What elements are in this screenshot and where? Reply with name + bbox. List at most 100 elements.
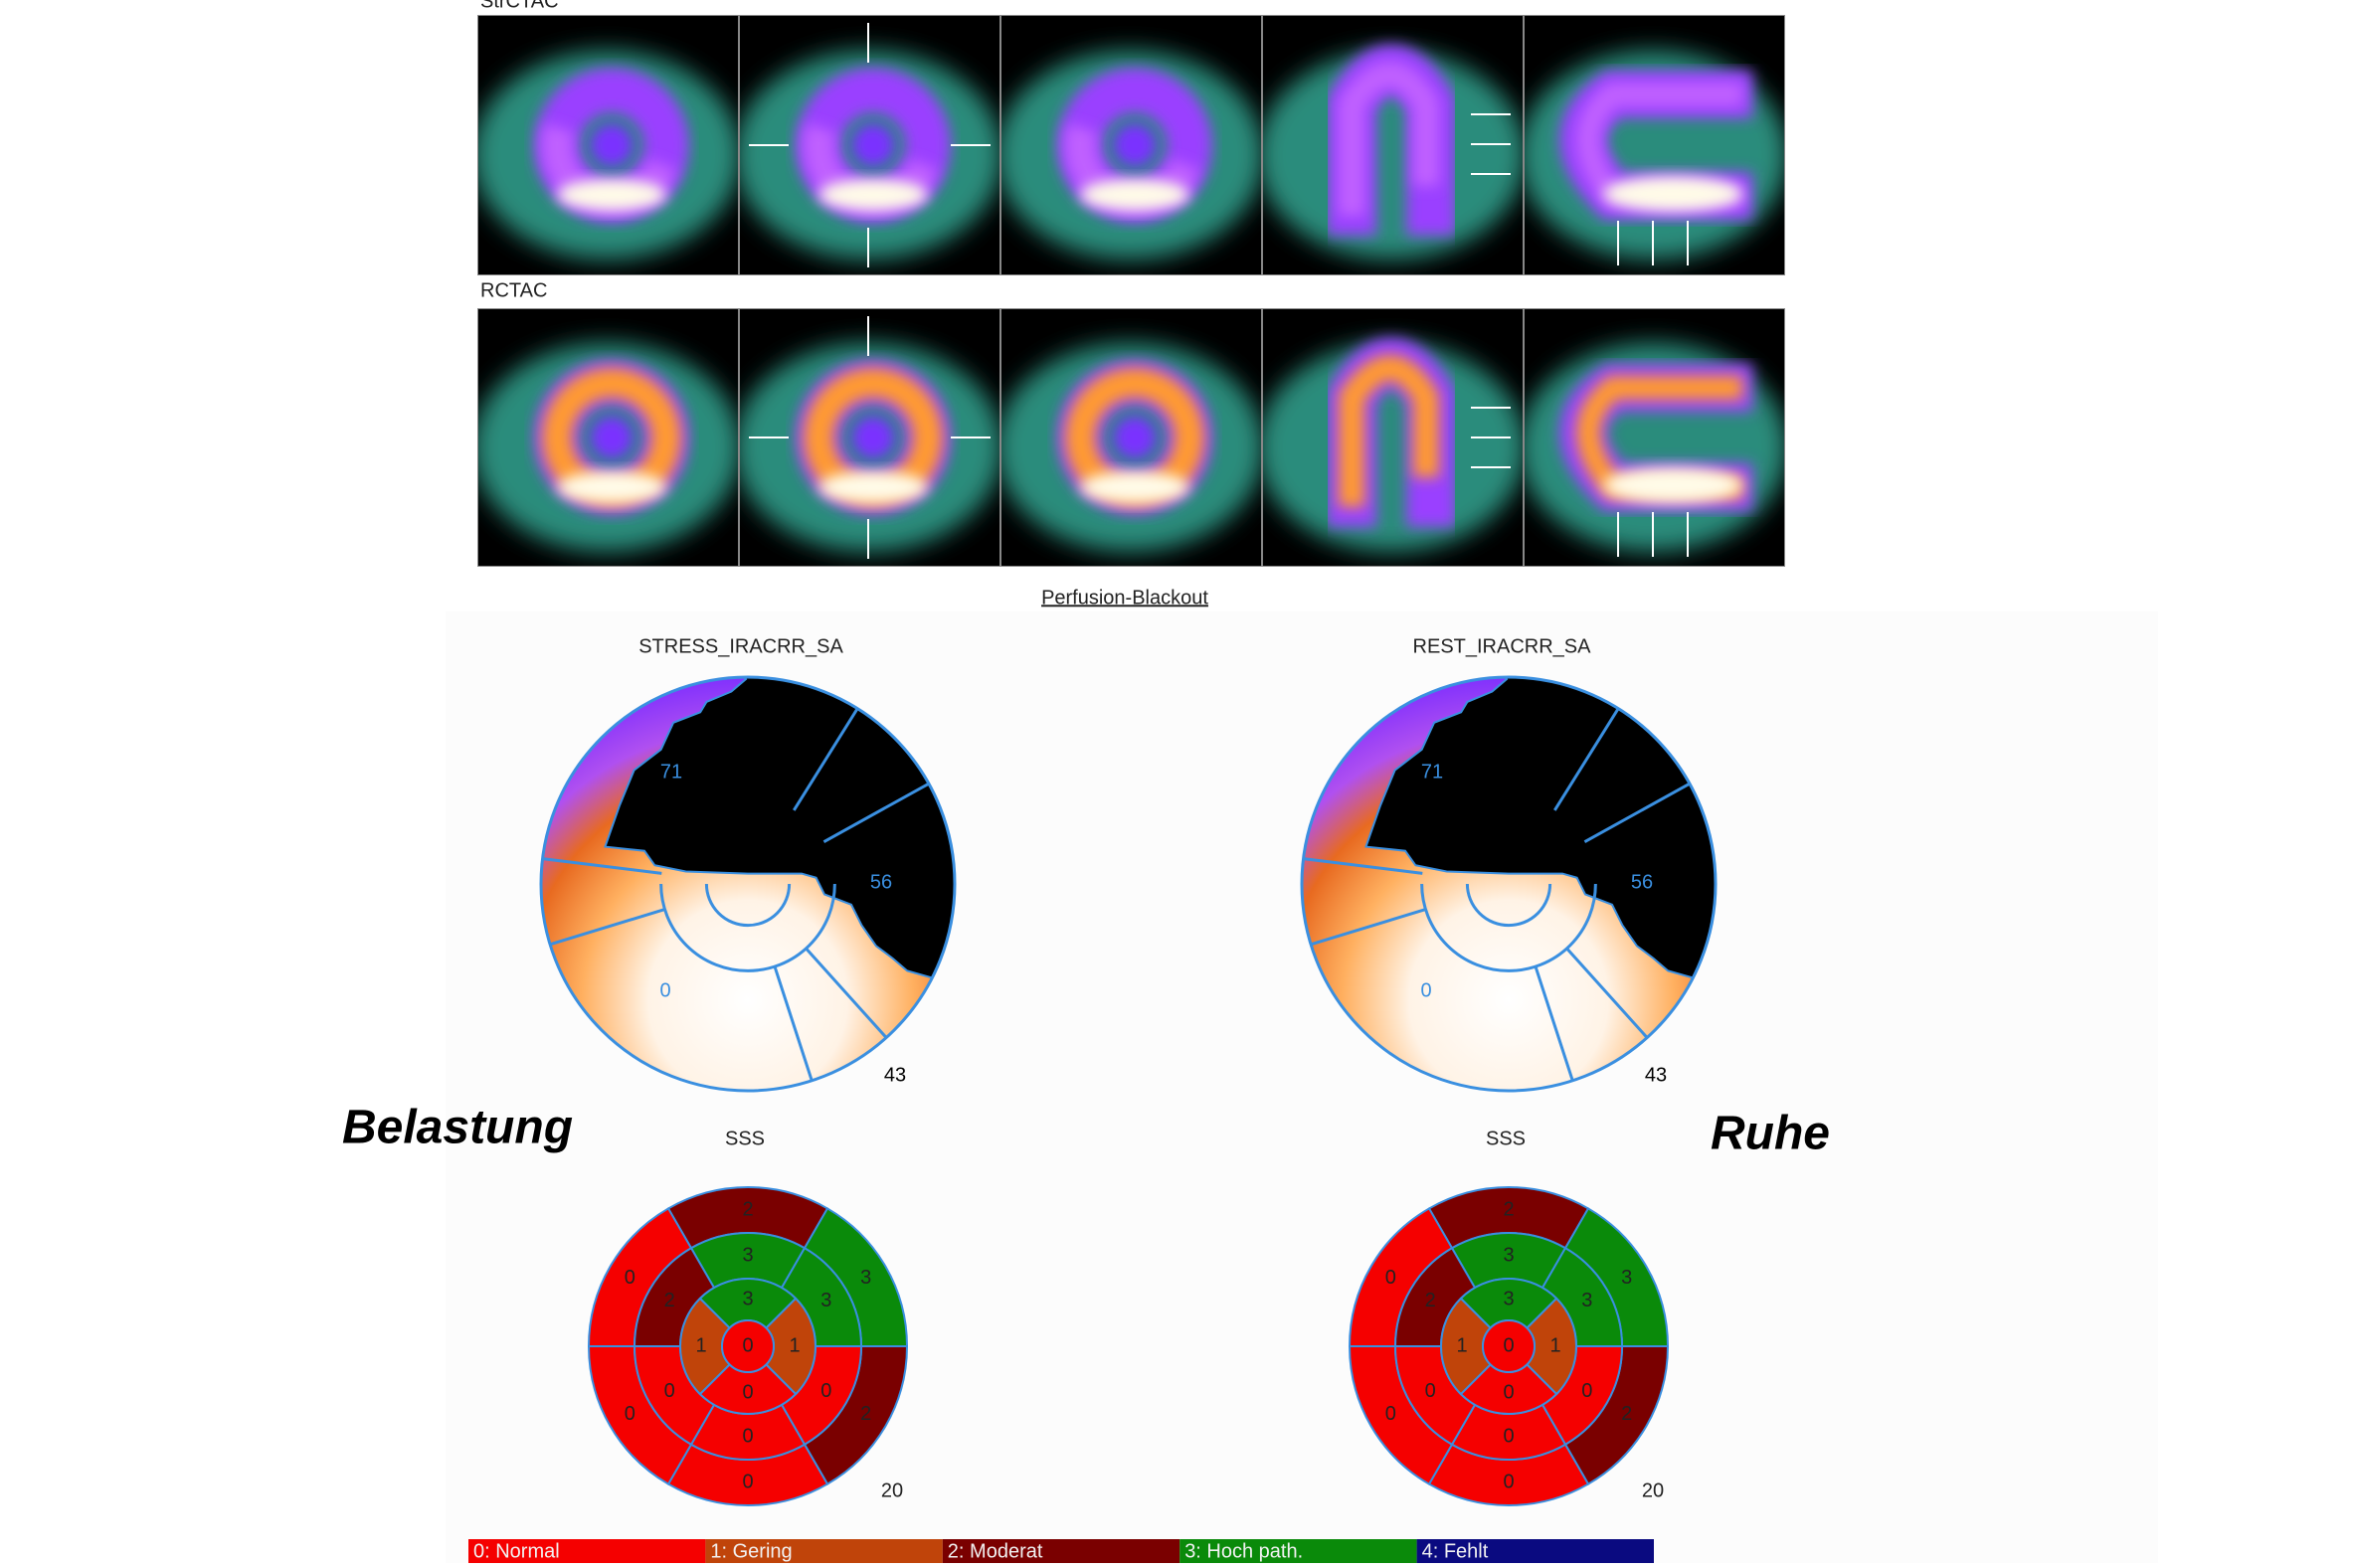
segment-line xyxy=(793,707,859,811)
score-value: 3 xyxy=(742,1288,753,1309)
score-value: 3 xyxy=(860,1267,871,1289)
segment-line xyxy=(1303,857,1423,875)
score-total: 20 xyxy=(1642,1480,1664,1501)
score-value: 0 xyxy=(1581,1380,1592,1402)
cavity xyxy=(590,416,634,459)
score-value: 0 xyxy=(625,1267,635,1289)
side-label: Ruhe xyxy=(1711,1108,1830,1160)
score-value: 1 xyxy=(1549,1334,1560,1356)
score-value: 2 xyxy=(1621,1403,1632,1425)
polar-value: 56 xyxy=(870,871,892,893)
polar-value: 43 xyxy=(1645,1064,1667,1086)
score-value: 0 xyxy=(1503,1381,1514,1403)
score-value: 3 xyxy=(1503,1288,1514,1309)
score-value: 0 xyxy=(820,1380,831,1402)
score-value: 3 xyxy=(1621,1267,1632,1289)
segment-line xyxy=(1565,947,1649,1039)
legend-swatch xyxy=(705,1539,943,1563)
scan-tile xyxy=(739,308,1000,567)
score-value: 0 xyxy=(1503,1425,1514,1447)
score-value: 2 xyxy=(1425,1290,1436,1311)
scan-tiles xyxy=(477,15,1785,567)
score-value: 0 xyxy=(1503,1334,1514,1356)
score-value: 2 xyxy=(860,1403,871,1425)
polar-outline xyxy=(1300,675,1718,1093)
score-value: 0 xyxy=(742,1381,753,1403)
segment-arc xyxy=(704,883,792,928)
legend-label: 0: Normal xyxy=(473,1540,560,1562)
score-value: 0 xyxy=(742,1471,753,1492)
scan-tile xyxy=(1262,15,1524,275)
score-value: 0 xyxy=(664,1380,675,1402)
segment-line xyxy=(1553,707,1620,811)
stress-scan-label: StrCTAC xyxy=(480,0,559,12)
score-value: 0 xyxy=(742,1334,753,1356)
perfusion-link[interactable]: Perfusion-Blackout xyxy=(1041,587,1208,609)
score-total: 20 xyxy=(881,1480,903,1501)
cavity xyxy=(1113,123,1157,167)
score-value: 3 xyxy=(1503,1244,1514,1266)
legend-swatch xyxy=(1416,1539,1654,1563)
score-value: 0 xyxy=(1385,1403,1396,1425)
score-value: 3 xyxy=(742,1244,753,1266)
side-label: Belastung xyxy=(342,1102,573,1154)
score-value: 2 xyxy=(742,1198,753,1220)
legend-swatch xyxy=(942,1539,1180,1563)
segment-arc xyxy=(1420,883,1597,972)
myocardium-hot xyxy=(1339,62,1439,216)
segment-line xyxy=(549,908,665,947)
score-segment xyxy=(721,1319,775,1373)
segment-line xyxy=(1534,965,1574,1082)
polar-value: 71 xyxy=(660,761,682,783)
score-segment xyxy=(1482,1319,1536,1373)
legend: 0: Normal 1: Gering 2: Moderat 3: Hoch path… xyxy=(468,1539,1654,1563)
legend-label: 4: Fehlt xyxy=(1422,1540,1489,1562)
scan-tile xyxy=(477,308,739,567)
polar-value: 0 xyxy=(659,979,670,1001)
score-value: 0 xyxy=(625,1403,635,1425)
score-value: 0 xyxy=(1425,1380,1436,1402)
segment-line xyxy=(805,947,888,1039)
myocardium-peak xyxy=(818,471,928,503)
myocardium-hot xyxy=(1339,355,1439,507)
rest-scan-label: RCTAC xyxy=(480,279,547,301)
polar-value: 71 xyxy=(1421,761,1443,783)
panel: REST_IRACRR_SA7156043RuheSSS232000330002… xyxy=(1300,635,1830,1506)
myocardium-peak xyxy=(1603,467,1742,503)
score-value: 2 xyxy=(664,1290,675,1311)
segment-line xyxy=(1583,782,1691,843)
segment-line xyxy=(542,857,662,875)
myocardium-peak xyxy=(818,179,928,211)
polar-value: 43 xyxy=(884,1064,906,1086)
cavity xyxy=(1113,416,1157,459)
scan-tile xyxy=(1262,308,1524,567)
myocardium-peak xyxy=(557,471,666,503)
polar-value: 56 xyxy=(1631,871,1653,893)
legend-swatch xyxy=(1179,1539,1417,1563)
segment-arc xyxy=(659,883,836,972)
segment-arc xyxy=(1465,883,1552,928)
cavity xyxy=(851,123,895,167)
cavity xyxy=(590,123,634,167)
score-title: SSS xyxy=(725,1128,765,1149)
polar-value: 0 xyxy=(1420,979,1431,1001)
scan-tile xyxy=(739,15,1000,275)
legend-swatch xyxy=(468,1539,706,1563)
legend-label: 1: Gering xyxy=(710,1540,792,1562)
scan-tile xyxy=(477,15,739,275)
scan-tile xyxy=(1000,15,1262,275)
score-value: 3 xyxy=(1581,1290,1592,1311)
segment-line xyxy=(822,782,930,843)
polar-outline xyxy=(539,675,957,1093)
score-value: 3 xyxy=(820,1290,831,1311)
score-value: 0 xyxy=(742,1425,753,1447)
score-value: 0 xyxy=(1385,1267,1396,1289)
segment-line xyxy=(773,965,814,1082)
legend-label: 2: Moderat xyxy=(948,1540,1043,1562)
score-value: 2 xyxy=(1503,1198,1514,1220)
scan-tile xyxy=(1524,308,1785,567)
